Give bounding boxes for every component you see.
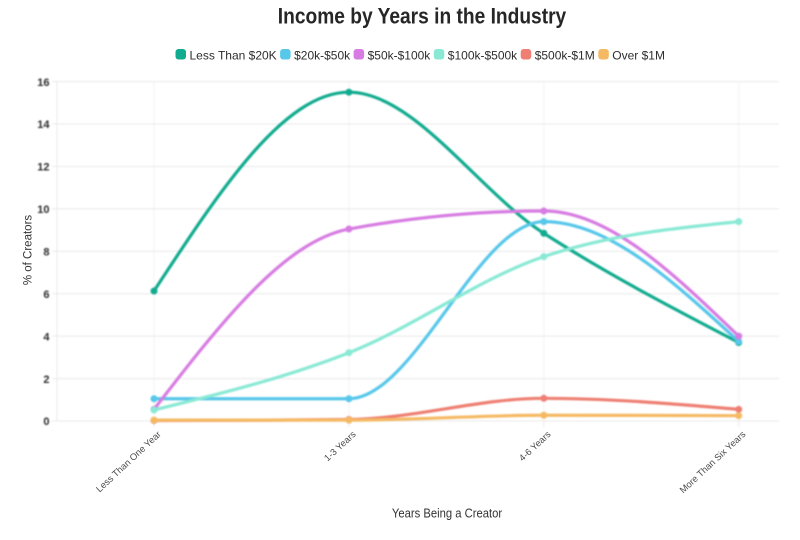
svg-text:$50k-$100k: $50k-$100k	[368, 49, 432, 63]
svg-text:Income by Years in the Industr: Income by Years in the Industry	[278, 4, 567, 29]
svg-text:$500k-$1M: $500k-$1M	[535, 49, 595, 63]
svg-text:12: 12	[37, 162, 49, 174]
svg-text:0: 0	[43, 416, 49, 428]
svg-text:10: 10	[37, 204, 49, 216]
svg-text:% of Creators: % of Creators	[23, 215, 35, 286]
svg-text:Less Than $20K: Less Than $20K	[190, 49, 277, 63]
svg-text:14: 14	[37, 119, 50, 131]
svg-text:$20k-$50k: $20k-$50k	[294, 49, 351, 63]
svg-text:16: 16	[37, 77, 49, 89]
svg-text:6: 6	[43, 289, 49, 301]
svg-text:8: 8	[43, 247, 49, 259]
svg-text:Over $1M: Over $1M	[612, 49, 665, 63]
svg-text:2: 2	[43, 374, 49, 386]
svg-text:Years Being a Creator: Years Being a Creator	[392, 506, 502, 521]
svg-text:4: 4	[43, 331, 50, 343]
svg-text:$100k-$500k: $100k-$500k	[448, 49, 518, 63]
